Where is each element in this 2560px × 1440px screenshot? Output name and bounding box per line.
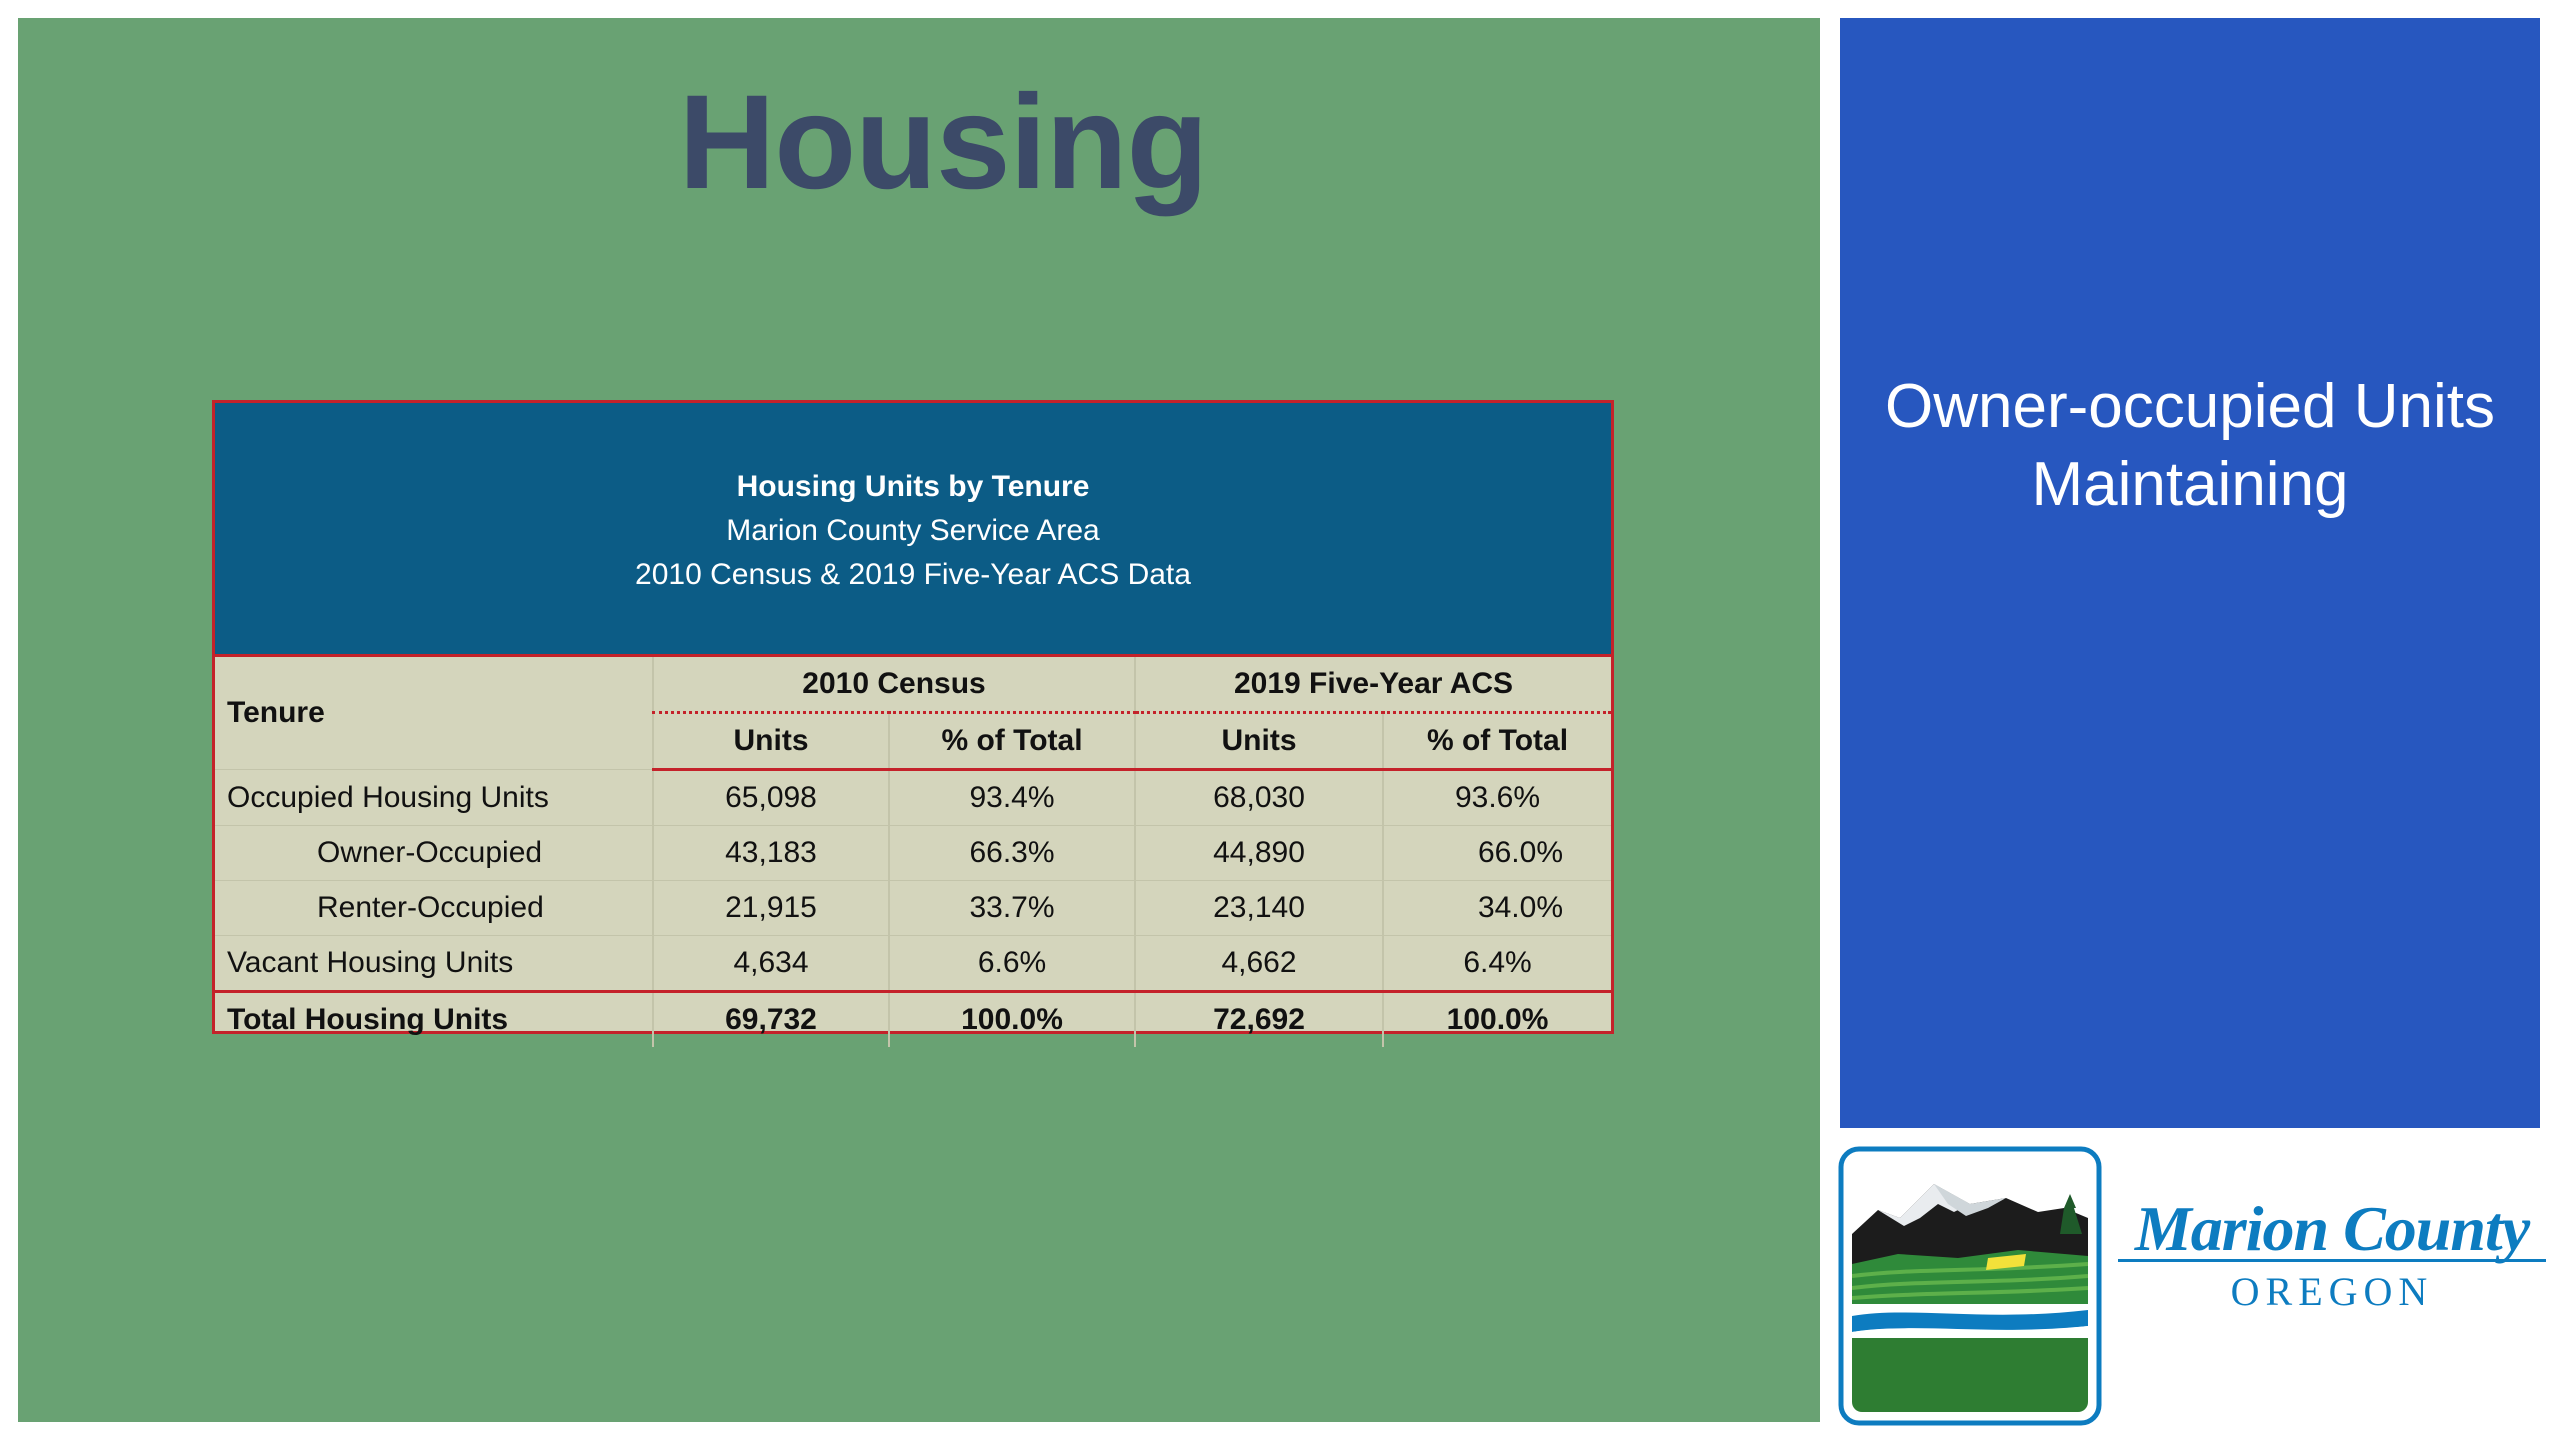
table-row-occupied: Occupied Housing Units 65,098 93.4% 68,0…	[215, 769, 1612, 826]
cell-pct-2019: 6.4%	[1382, 935, 1612, 993]
cell-pct-2010: 6.6%	[887, 935, 1136, 993]
cell-pct-2019: 93.6%	[1382, 769, 1612, 826]
housing-table-card: Housing Units by Tenure Marion County Se…	[212, 400, 1614, 1047]
cell-pct-2010: 33.7%	[887, 880, 1136, 936]
county-landscape-emblem-icon	[1838, 1146, 2102, 1426]
cell-units-2010: 21,915	[652, 880, 889, 936]
cell-units-2019: 4,662	[1134, 935, 1384, 993]
cell-units-2010: 43,183	[652, 825, 889, 881]
cell-pct-2019: 66.0%	[1382, 825, 1612, 881]
logo-divider	[2118, 1259, 2546, 1262]
logo-county-name: Marion County	[2134, 1193, 2530, 1264]
row-label: Vacant Housing Units	[215, 935, 653, 993]
cell-units-2010: 69,732	[652, 991, 889, 1047]
row-label: Total Housing Units	[227, 1003, 509, 1036]
cell-units-2019: 23,140	[1134, 880, 1384, 936]
side-callout-line-2: Maintaining	[2031, 450, 2349, 519]
subheader-pct-2010: % of Total	[887, 712, 1136, 771]
table-subtitle: Marion County Service Area	[726, 514, 1100, 547]
table-row-renter-occupied: Renter-Occupied 21,915 33.7% 23,140 34.0…	[215, 880, 1612, 936]
group-header-2019: 2019 Five-Year ACS	[1134, 657, 1612, 714]
cell-pct-2019: 100.0%	[1382, 991, 1612, 1047]
subheader-units-2010: Units	[652, 712, 889, 771]
row-label: Owner-Occupied	[215, 825, 653, 881]
side-callout-panel: Owner-occupied Units Maintaining	[1840, 18, 2540, 1128]
subheader-units-2019: Units	[1134, 712, 1384, 771]
marion-county-logo: Marion County OREGON	[1838, 1146, 2548, 1426]
subheader-pct-2019: % of Total	[1382, 712, 1612, 771]
side-callout-text: Owner-occupied Units Maintaining	[1840, 368, 2540, 524]
cell-units-2019: 68,030	[1134, 769, 1384, 826]
cell-units-2010: 65,098	[652, 769, 889, 826]
table-subheader-row: Units % of Total Units % of Total	[215, 712, 1612, 771]
cell-pct-2019: 34.0%	[1382, 880, 1612, 936]
table-row-total: Total Housing Units 69,732 100.0% 72,692…	[215, 991, 1612, 1047]
main-content-panel: Housing Housing Units by Tenure Marion C…	[18, 18, 1820, 1422]
cell-units-2010: 4,634	[652, 935, 889, 993]
housing-units-table: Tenure 2010 Census 2019 Five-Year ACS Un…	[215, 657, 1612, 1047]
cell-pct-2010: 100.0%	[887, 991, 1136, 1047]
table-title: Housing Units by Tenure	[736, 470, 1090, 503]
table-row-vacant: Vacant Housing Units 4,634 6.6% 4,662 6.…	[215, 935, 1612, 993]
cell-units-2019: 72,692	[1134, 991, 1384, 1047]
logo-state-name: OREGON	[2230, 1269, 2434, 1314]
table-header: Housing Units by Tenure Marion County Se…	[215, 403, 1611, 657]
cell-pct-2010: 93.4%	[887, 769, 1136, 826]
side-callout-line-1: Owner-occupied Units	[1885, 372, 2495, 441]
cell-pct-2010: 66.3%	[887, 825, 1136, 881]
row-label: Occupied Housing Units	[215, 769, 653, 826]
group-header-2010: 2010 Census	[651, 657, 1136, 714]
tenure-header: Tenure	[215, 657, 653, 770]
cell-units-2019: 44,890	[1134, 825, 1384, 881]
row-label: Renter-Occupied	[215, 880, 653, 936]
table-source: 2010 Census & 2019 Five-Year ACS Data	[635, 558, 1191, 591]
slide-title: Housing	[678, 68, 1209, 217]
table-group-header-row: Tenure 2010 Census 2019 Five-Year ACS	[215, 657, 1612, 770]
table-row-owner-occupied: Owner-Occupied 43,183 66.3% 44,890 66.0%	[215, 825, 1612, 881]
